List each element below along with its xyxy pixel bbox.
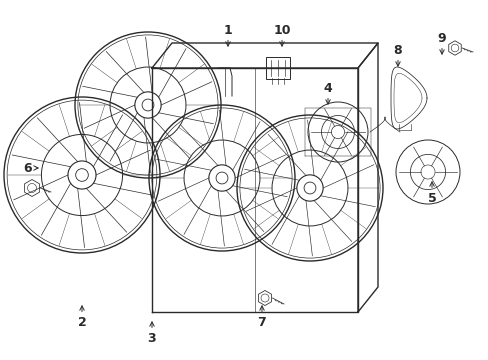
Text: 8: 8 (393, 44, 402, 57)
Text: 1: 1 (223, 23, 232, 36)
Text: 5: 5 (427, 192, 435, 204)
Text: 3: 3 (147, 332, 156, 345)
Text: 6: 6 (23, 162, 32, 175)
Text: 4: 4 (323, 81, 332, 94)
Text: 10: 10 (273, 23, 290, 36)
Text: 7: 7 (257, 315, 266, 328)
Text: 2: 2 (78, 315, 86, 328)
Text: 9: 9 (437, 31, 446, 45)
